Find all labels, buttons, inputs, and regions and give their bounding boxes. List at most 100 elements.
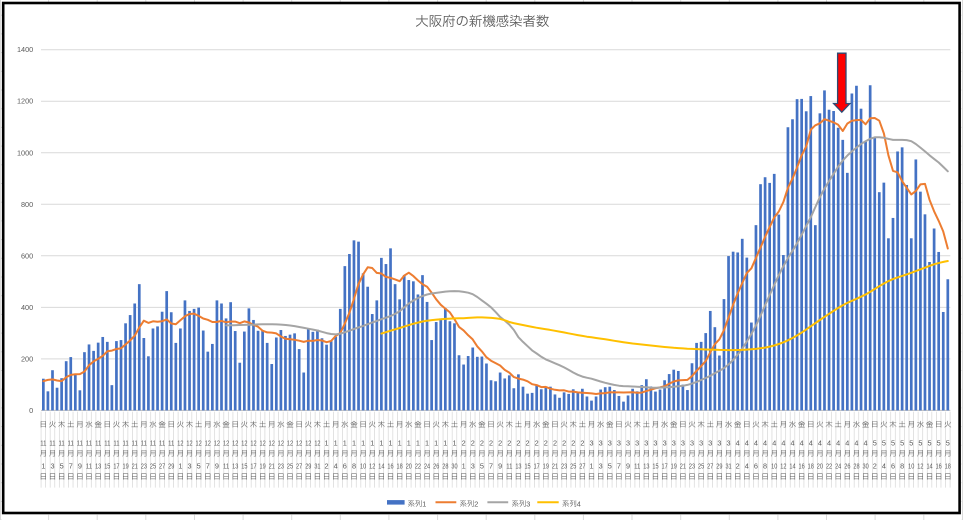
svg-text:4: 4 — [754, 438, 758, 447]
svg-text:4: 4 — [781, 438, 785, 447]
svg-text:19: 19 — [260, 462, 266, 471]
svg-text:23: 23 — [689, 462, 695, 471]
svg-text:5: 5 — [882, 438, 886, 447]
svg-text:3: 3 — [599, 438, 603, 447]
svg-text:6: 6 — [754, 462, 758, 471]
svg-text:2: 2 — [489, 438, 493, 447]
svg-text:3: 3 — [187, 462, 191, 471]
svg-text:5: 5 — [197, 462, 201, 471]
svg-text:3: 3 — [526, 499, 530, 508]
svg-text:4: 4 — [836, 438, 840, 447]
svg-text:10: 10 — [908, 462, 914, 471]
svg-text:1: 1 — [443, 438, 447, 447]
svg-text:21: 21 — [132, 462, 138, 471]
svg-text:2: 2 — [471, 438, 475, 447]
svg-text:11: 11 — [150, 438, 156, 447]
svg-text:6: 6 — [343, 462, 347, 471]
svg-text:12: 12 — [305, 438, 311, 447]
svg-text:11: 11 — [168, 438, 174, 447]
svg-text:1: 1 — [425, 438, 429, 447]
svg-text:4: 4 — [854, 438, 858, 447]
svg-text:2: 2 — [325, 462, 329, 471]
svg-text:28: 28 — [442, 462, 448, 471]
svg-text:13: 13 — [232, 462, 238, 471]
svg-text:5: 5 — [909, 438, 913, 447]
svg-text:1: 1 — [416, 438, 420, 447]
svg-text:15: 15 — [652, 462, 658, 471]
svg-text:11: 11 — [506, 462, 512, 471]
svg-text:22: 22 — [826, 462, 832, 471]
svg-text:12: 12 — [205, 438, 211, 447]
svg-text:1: 1 — [370, 438, 374, 447]
svg-text:18: 18 — [397, 462, 403, 471]
svg-text:9: 9 — [626, 462, 630, 471]
svg-text:3: 3 — [699, 438, 703, 447]
svg-text:17: 17 — [662, 462, 668, 471]
svg-text:3: 3 — [663, 438, 667, 447]
svg-text:12: 12 — [287, 438, 293, 447]
svg-text:8: 8 — [352, 462, 356, 471]
svg-text:2: 2 — [873, 462, 877, 471]
svg-text:1: 1 — [379, 438, 383, 447]
svg-text:9: 9 — [215, 462, 219, 471]
svg-text:2: 2 — [526, 438, 530, 447]
svg-text:1: 1 — [398, 438, 402, 447]
svg-text:1: 1 — [41, 462, 45, 471]
svg-text:3: 3 — [727, 438, 731, 447]
svg-text:3: 3 — [672, 438, 676, 447]
svg-text:16: 16 — [936, 462, 942, 471]
svg-text:4: 4 — [745, 438, 749, 447]
svg-text:21: 21 — [269, 462, 275, 471]
svg-text:23: 23 — [561, 462, 567, 471]
svg-text:1: 1 — [343, 438, 347, 447]
svg-text:9: 9 — [78, 462, 82, 471]
svg-text:3: 3 — [617, 438, 621, 447]
svg-text:7: 7 — [206, 462, 210, 471]
svg-text:5: 5 — [928, 438, 932, 447]
svg-text:12: 12 — [278, 438, 284, 447]
svg-text:3: 3 — [644, 438, 648, 447]
svg-text:3: 3 — [690, 438, 694, 447]
svg-text:3: 3 — [589, 438, 593, 447]
svg-text:11: 11 — [86, 438, 92, 447]
svg-text:25: 25 — [698, 462, 704, 471]
svg-text:18: 18 — [945, 462, 951, 471]
svg-text:2: 2 — [535, 438, 539, 447]
svg-text:4: 4 — [790, 438, 794, 447]
svg-text:3: 3 — [635, 438, 639, 447]
svg-text:400: 400 — [21, 303, 33, 312]
svg-text:11: 11 — [159, 438, 165, 447]
svg-text:15: 15 — [524, 462, 530, 471]
svg-text:2: 2 — [507, 438, 511, 447]
svg-text:200: 200 — [21, 354, 33, 363]
svg-text:12: 12 — [232, 438, 238, 447]
svg-text:4: 4 — [800, 438, 804, 447]
svg-text:1: 1 — [422, 499, 426, 508]
svg-text:1400: 1400 — [17, 45, 33, 54]
svg-text:3: 3 — [599, 462, 603, 471]
svg-text:31: 31 — [725, 462, 731, 471]
svg-text:4: 4 — [334, 462, 338, 471]
svg-text:12: 12 — [223, 438, 229, 447]
svg-text:7: 7 — [69, 462, 73, 471]
svg-text:20: 20 — [817, 462, 823, 471]
svg-text:11: 11 — [95, 438, 101, 447]
svg-text:25: 25 — [287, 462, 293, 471]
svg-text:19: 19 — [671, 462, 677, 471]
svg-text:4: 4 — [845, 438, 849, 447]
svg-text:7: 7 — [489, 462, 493, 471]
svg-text:3: 3 — [50, 462, 54, 471]
svg-text:27: 27 — [296, 462, 302, 471]
svg-text:24: 24 — [835, 462, 841, 471]
svg-text:8: 8 — [900, 462, 904, 471]
svg-text:30: 30 — [862, 462, 868, 471]
svg-text:3: 3 — [471, 462, 475, 471]
svg-text:10: 10 — [771, 462, 777, 471]
svg-text:5: 5 — [608, 462, 612, 471]
svg-text:12: 12 — [186, 438, 192, 447]
svg-text:4: 4 — [809, 438, 813, 447]
svg-text:3: 3 — [717, 438, 721, 447]
svg-text:19: 19 — [543, 462, 549, 471]
svg-text:800: 800 — [21, 200, 33, 209]
svg-text:17: 17 — [113, 462, 119, 471]
